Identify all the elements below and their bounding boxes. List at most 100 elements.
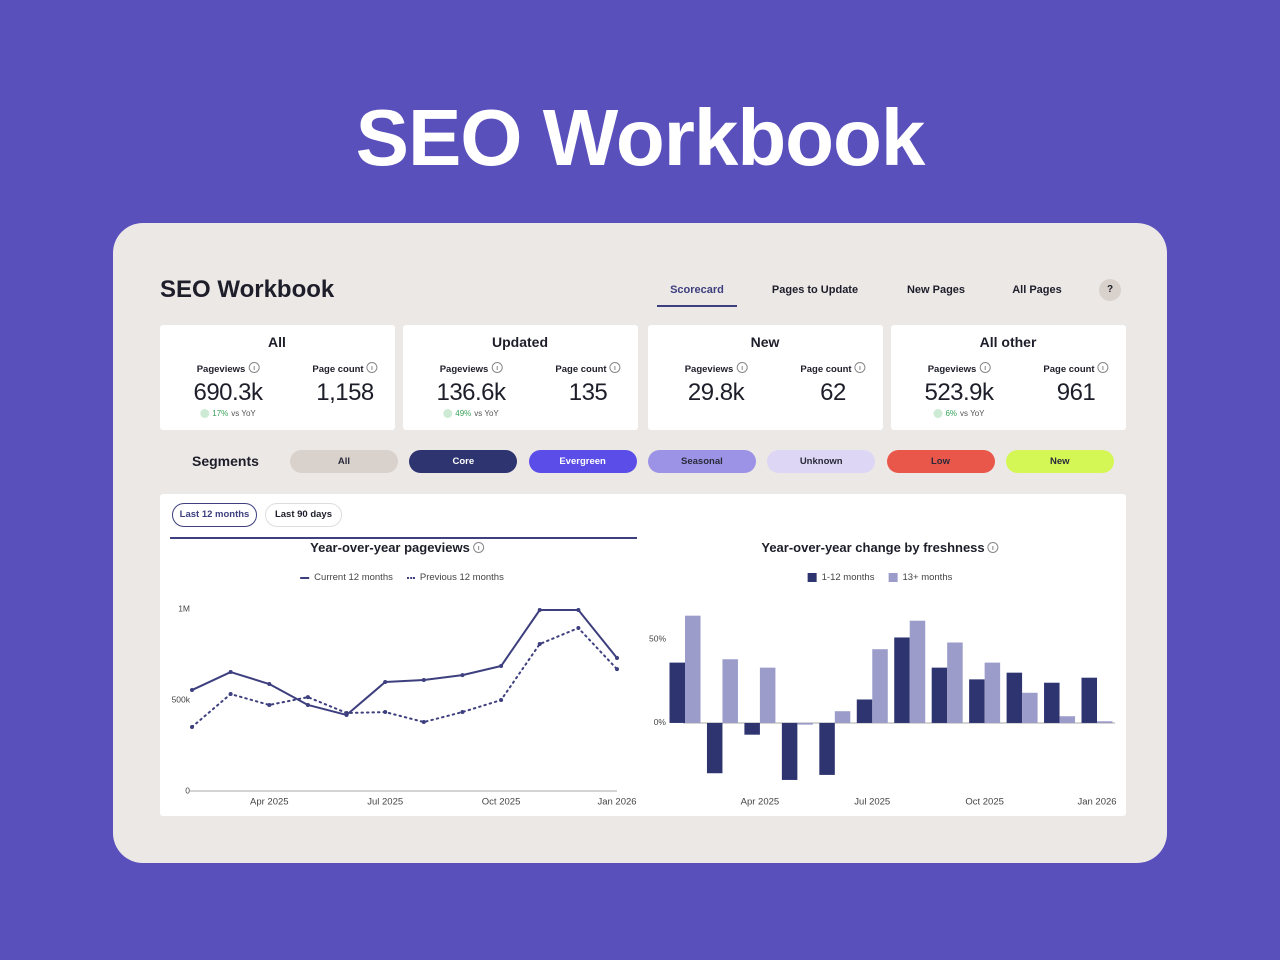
segment-pill[interactable]: Seasonal — [647, 450, 756, 473]
panel-divider — [170, 537, 637, 539]
line-point — [383, 710, 388, 715]
legend-item: Current 12 months — [300, 572, 393, 583]
line-series — [191, 627, 618, 728]
metric-value: 523.9k — [924, 379, 994, 406]
bar — [931, 667, 948, 723]
bar — [685, 615, 701, 723]
metric-label: Pageviews — [928, 362, 991, 375]
bar — [706, 722, 723, 774]
metric-label-text: Pageviews — [439, 364, 489, 375]
tab[interactable]: All Pages — [1012, 284, 1062, 296]
metric-label: Pageviews — [685, 362, 748, 375]
line-point — [228, 670, 233, 675]
info-icon[interactable] — [366, 362, 378, 373]
line-point — [537, 642, 542, 647]
line-point — [305, 702, 310, 707]
info-icon[interactable] — [491, 362, 503, 373]
metric-label-text: Page count — [555, 364, 607, 375]
line-series — [191, 609, 618, 716]
up-icon — [443, 409, 453, 418]
x-tick-label: Apr 2025 — [741, 797, 780, 808]
line-point — [615, 667, 619, 672]
line-point — [305, 695, 310, 700]
help-button[interactable]: ? — [1099, 279, 1121, 301]
y-tick-label: 1M — [178, 603, 190, 613]
tab[interactable]: New Pages — [906, 284, 966, 296]
segment-pill[interactable]: Low — [886, 450, 995, 473]
metric-label: Page count — [1043, 362, 1109, 375]
tab[interactable]: Pages to Update — [771, 284, 859, 296]
line-point — [537, 608, 542, 613]
bar — [984, 662, 1001, 723]
metric-value: 62 — [820, 379, 846, 406]
info-icon[interactable] — [979, 362, 991, 373]
header-title: SEO Workbook — [160, 276, 335, 303]
legend: Current 12 months Previous 12 months — [300, 572, 504, 583]
line-point — [267, 702, 272, 707]
segment-pill[interactable]: All — [290, 450, 398, 473]
scorecard-title: All other — [979, 334, 1037, 350]
legend-item: Previous 12 months — [406, 572, 504, 583]
tab[interactable]: Scorecard — [670, 284, 724, 296]
legend-label: 13+ months — [902, 572, 953, 583]
bar — [669, 662, 685, 723]
yoy-badge: 49% vs YoY — [443, 409, 499, 418]
bar — [781, 722, 798, 780]
legend-item: 13+ months — [888, 572, 952, 583]
info-icon[interactable] — [472, 542, 484, 553]
line-point — [576, 608, 581, 613]
bar — [744, 722, 760, 735]
bar — [722, 659, 738, 723]
bar — [834, 711, 851, 723]
y-tick-label: 0% — [654, 717, 667, 727]
segment-pill[interactable]: Core — [409, 450, 518, 473]
legend-swatch — [888, 573, 898, 582]
line-point — [190, 688, 194, 693]
line-point — [421, 720, 426, 725]
segment-pill[interactable]: Evergreen — [528, 450, 637, 473]
bar — [819, 722, 835, 775]
bar — [872, 649, 888, 723]
yoy-label: vs YoY — [960, 409, 985, 418]
x-tick-label: Jul 2025 — [854, 797, 890, 808]
bar — [894, 637, 910, 723]
up-icon — [200, 409, 210, 418]
info-icon[interactable] — [987, 542, 999, 553]
info-icon[interactable] — [1097, 362, 1109, 373]
legend-label: Current 12 months — [314, 572, 393, 583]
metric-value: 1,158 — [316, 379, 374, 406]
line-point — [499, 664, 504, 669]
legend-item: 1-12 months — [807, 572, 875, 583]
range-button[interactable]: Last 12 months — [172, 503, 257, 527]
x-tick-label: Jul 2025 — [367, 797, 403, 808]
bar — [969, 679, 985, 723]
metric-label: Page count — [312, 362, 378, 375]
line-point — [228, 692, 233, 697]
legend-label: Previous 12 months — [419, 572, 504, 583]
y-tick-label: 500k — [172, 694, 191, 704]
bar — [1059, 716, 1076, 723]
info-icon[interactable] — [736, 362, 748, 373]
info-icon[interactable] — [248, 362, 260, 373]
chart-panel — [160, 494, 1126, 816]
scorecard — [160, 325, 395, 430]
segment-pill[interactable]: New — [1005, 450, 1114, 473]
metric-value: 690.3k — [193, 379, 263, 406]
bar — [909, 620, 926, 723]
line-point — [460, 673, 465, 678]
segment-pill[interactable]: Unknown — [767, 450, 876, 473]
legend-label: 1-12 months — [821, 572, 875, 583]
range-button[interactable]: Last 90 days — [265, 503, 342, 527]
y-tick-label: 50% — [649, 633, 666, 643]
yoy-badge: 6% vs YoY — [933, 409, 985, 418]
metric-value: 29.8k — [687, 379, 745, 406]
scorecard-title: Updated — [492, 334, 548, 350]
yoy-change: 49% — [455, 409, 472, 418]
bar — [856, 699, 873, 723]
yoy-badge: 17% vs YoY — [200, 409, 256, 418]
info-icon[interactable] — [609, 362, 621, 373]
bar — [1022, 692, 1038, 723]
info-icon[interactable] — [854, 362, 866, 373]
metric-label-text: Page count — [800, 364, 852, 375]
